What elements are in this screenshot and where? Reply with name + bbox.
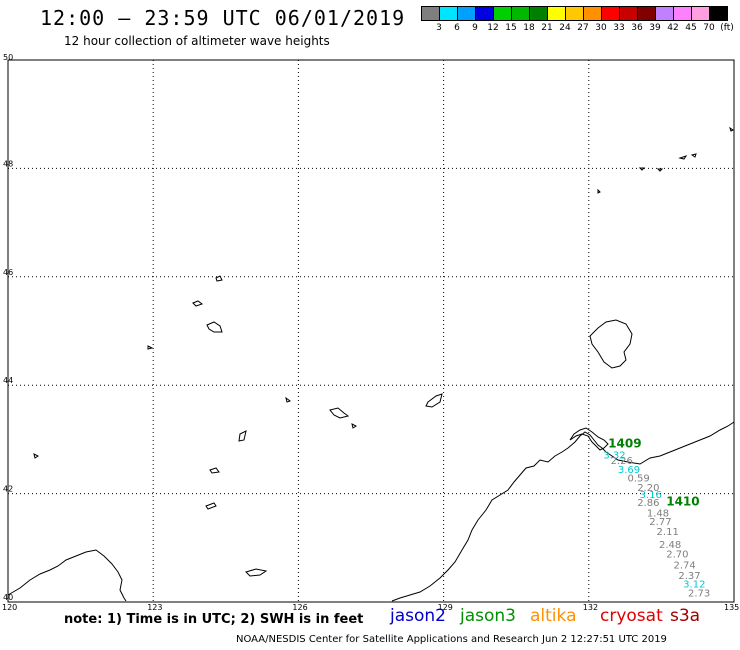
island-fragment: [209, 467, 220, 474]
island-sakhalin-south: [589, 319, 633, 369]
swh-value-label: 2.26: [611, 456, 633, 467]
swh-value-label: 2.74: [674, 560, 696, 571]
island-fragment: [729, 126, 734, 132]
island-fragment: [285, 396, 292, 403]
swh-value-label: 2.11: [657, 527, 679, 538]
lon-label: 135: [724, 603, 739, 612]
satellite-name-s3a: s3a: [670, 606, 701, 626]
lat-label: 44: [3, 376, 13, 385]
legend-tick-label: 39: [649, 23, 661, 33]
lon-label: 123: [147, 603, 162, 612]
island-fragment: [215, 275, 223, 282]
legend-tick-label: 27: [577, 23, 589, 33]
legend-tick-label: 12: [487, 23, 499, 33]
legend-tick-label: 6: [454, 23, 460, 33]
swh-value-label: 3.12: [683, 579, 705, 590]
swh-value-label: 3.69: [618, 465, 640, 476]
swh-value-label: 2.37: [678, 571, 700, 582]
island-fragment: [690, 153, 697, 158]
swh-value-label: 3.32: [603, 450, 625, 461]
legend-ticks: 3 6 9 12 15 18 21 24 27 30 33 36 39 42 45 70 (ft): [422, 23, 740, 35]
island-fragment: [329, 407, 350, 419]
satellite-name-cryosat: cryosat: [600, 606, 663, 626]
color-legend: 3 6 9 12 15 18 21 24 27 30 33 36 39 42 45 70 (ft): [421, 6, 734, 33]
island-fragment: [205, 502, 217, 510]
legend-tick-label: 36: [631, 23, 643, 33]
lon-label: 120: [2, 603, 17, 612]
legend-tick-label: 45: [685, 23, 697, 33]
legend-tick-label: 15: [505, 23, 517, 33]
credit-line: NOAA/NESDIS Center for Satellite Applica…: [236, 634, 667, 645]
lat-label: 48: [3, 159, 13, 168]
swh-value-label: 2.48: [659, 540, 681, 551]
swh-value-label: 2.73: [688, 589, 710, 600]
swh-value-label: 2.20: [637, 483, 659, 494]
legend-swatch: [709, 6, 728, 21]
swh-value-label: 1.48: [647, 508, 669, 519]
island-fragment: [33, 453, 39, 459]
lat-label: 50: [3, 53, 13, 62]
legend-tick-label: 42: [667, 23, 679, 33]
legend-tick-label: 18: [523, 23, 535, 33]
lon-label: 132: [583, 603, 598, 612]
legend-tick-label: 70: [703, 23, 715, 33]
legend-swatches: [421, 6, 728, 21]
island-fragment: [245, 568, 268, 577]
swh-value-label: 3.16: [640, 490, 662, 501]
legend-tick-label: 24: [559, 23, 571, 33]
swh-value-label: 2.77: [649, 517, 671, 528]
legend-tick-label: 3: [436, 23, 442, 33]
island-fragment: [425, 393, 443, 408]
map-subtitle: 12 hour collection of altimeter wave hei…: [64, 34, 330, 48]
island-fragment: [238, 430, 247, 442]
swh-value-label: 2.70: [666, 550, 688, 561]
lat-label: 40: [3, 593, 13, 602]
legend-tick-label: 9: [472, 23, 478, 33]
island-fragment: [638, 167, 646, 171]
island-fragment: [351, 423, 357, 429]
map-frame: [7, 59, 735, 603]
island-fragment: [206, 321, 223, 333]
lat-label: 42: [3, 485, 13, 494]
coastline-hokkaido: [391, 421, 735, 602]
lat-label: 46: [3, 268, 13, 277]
map-title: 12:00 – 23:59 UTC 06/01/2019: [40, 6, 406, 30]
legend-tick-label: 21: [541, 23, 553, 33]
swh-value-label: 2.86: [637, 498, 659, 509]
satellite-name-jason2: jason2: [390, 606, 446, 626]
lat-lon-grid: [8, 60, 734, 602]
island-fragment: [147, 345, 154, 350]
legend-tick-label: (ft): [720, 23, 734, 33]
pass-label-1409: 1409: [608, 437, 641, 451]
lon-label: 126: [292, 603, 307, 612]
coastline-korea: [7, 549, 127, 602]
satellite-name-altika: altika: [530, 606, 577, 626]
satellite-track-labels: 3.322.263.690.592.203.162.861.482.772.11…: [603, 450, 710, 599]
lon-label: 129: [438, 603, 453, 612]
satellite-name-jason3: jason3: [460, 606, 516, 626]
coastline-hokkaido-inner: [569, 427, 609, 451]
island-fragment: [656, 168, 664, 172]
legend-tick-label: 30: [595, 23, 607, 33]
island-fragment: [192, 300, 204, 307]
footer-note: note: 1) Time is in UTC; 2) SWH is in fe…: [64, 612, 364, 627]
pass-label-1410: 1410: [666, 495, 699, 509]
island-fragment: [597, 188, 601, 194]
island-fragment: [678, 155, 688, 160]
swh-value-label: 0.59: [628, 474, 650, 485]
legend-tick-label: 33: [613, 23, 625, 33]
